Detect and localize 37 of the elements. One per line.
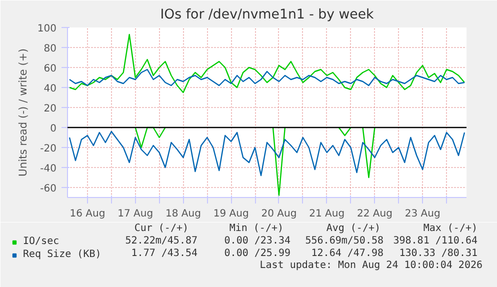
legend-label: IO/sec <box>23 236 60 247</box>
y-tick-label: -60 <box>40 184 57 194</box>
text: 0.00 /23.34 <box>224 236 291 246</box>
y-tick-label: 20 <box>44 104 57 114</box>
text: 130.33 /80.31 <box>399 248 478 259</box>
text: 556.69m/50.58 <box>305 236 384 246</box>
text: Min (-/+) <box>229 223 284 234</box>
y-tick-label: 60 <box>44 64 57 74</box>
x-tick-label: 17 Aug <box>118 208 154 220</box>
y-tick-label: 0 <box>50 124 57 134</box>
text: 0.00 /25.99 <box>224 248 291 259</box>
y-tick-label: -40 <box>40 164 57 174</box>
legend-label: Req Size (KB) <box>23 249 102 260</box>
text: 12.64 /47.98 <box>311 248 384 259</box>
line-series <box>68 68 466 86</box>
text: Last update: Mon Aug 24 10:00:04 2026 <box>260 260 483 271</box>
text: 398.81 /110.64 <box>393 236 478 246</box>
x-tick-label: 19 Aug <box>213 208 249 220</box>
text: Avg (-/+) <box>326 223 381 234</box>
y-axis-title: Units read (-) / write (+) <box>16 48 30 176</box>
text: Cur (-/+) <box>134 223 189 234</box>
line-series <box>68 130 466 176</box>
y-tick-label: 80 <box>44 44 57 54</box>
x-tick-label: 22 Aug <box>357 208 392 220</box>
y-tick-label: 100 <box>37 24 57 34</box>
x-tick-label: 18 Aug <box>165 208 201 220</box>
x-tick-label: 21 Aug <box>309 208 345 220</box>
x-tick-label: 16 Aug <box>70 208 106 220</box>
y-tick-label: 40 <box>44 84 57 94</box>
text: Max (-/+) <box>423 223 478 234</box>
text: 52.22m/45.87 <box>125 236 198 246</box>
text: 1.77 /43.54 <box>131 248 198 259</box>
x-tick-label: 23 Aug <box>404 208 440 220</box>
chart-title: IOs for /dev/nvme1n1 - by week <box>160 8 374 22</box>
y-tick-label: -20 <box>40 144 57 154</box>
line-series <box>68 34 466 94</box>
x-tick-label: 20 Aug <box>261 208 297 220</box>
